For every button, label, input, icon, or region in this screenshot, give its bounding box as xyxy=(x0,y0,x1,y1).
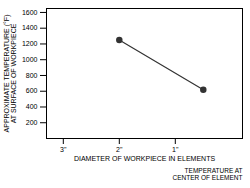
svg-text:400: 400 xyxy=(26,103,38,110)
svg-text:APPROXIMATE TEMPERATURE (°F)AT: APPROXIMATE TEMPERATURE (°F)AT SURFACE O… xyxy=(3,15,17,133)
svg-text:3": 3" xyxy=(60,146,67,153)
svg-text:600: 600 xyxy=(26,87,38,94)
svg-text:DIAMETER OF WORKPIECE IN ELEME: DIAMETER OF WORKPIECE IN ELEMENTS xyxy=(74,155,216,162)
svg-text:TEMPERATURE ATCENTER OF ELEMEN: TEMPERATURE ATCENTER OF ELEMENT xyxy=(172,167,242,181)
svg-text:1600: 1600 xyxy=(22,9,38,16)
svg-text:1": 1" xyxy=(172,146,179,153)
svg-text:1200: 1200 xyxy=(22,40,38,47)
svg-text:1400: 1400 xyxy=(22,24,38,31)
svg-text:800: 800 xyxy=(26,72,38,79)
svg-text:1000: 1000 xyxy=(22,56,38,63)
svg-text:200: 200 xyxy=(26,119,38,126)
svg-text:2": 2" xyxy=(116,146,123,153)
